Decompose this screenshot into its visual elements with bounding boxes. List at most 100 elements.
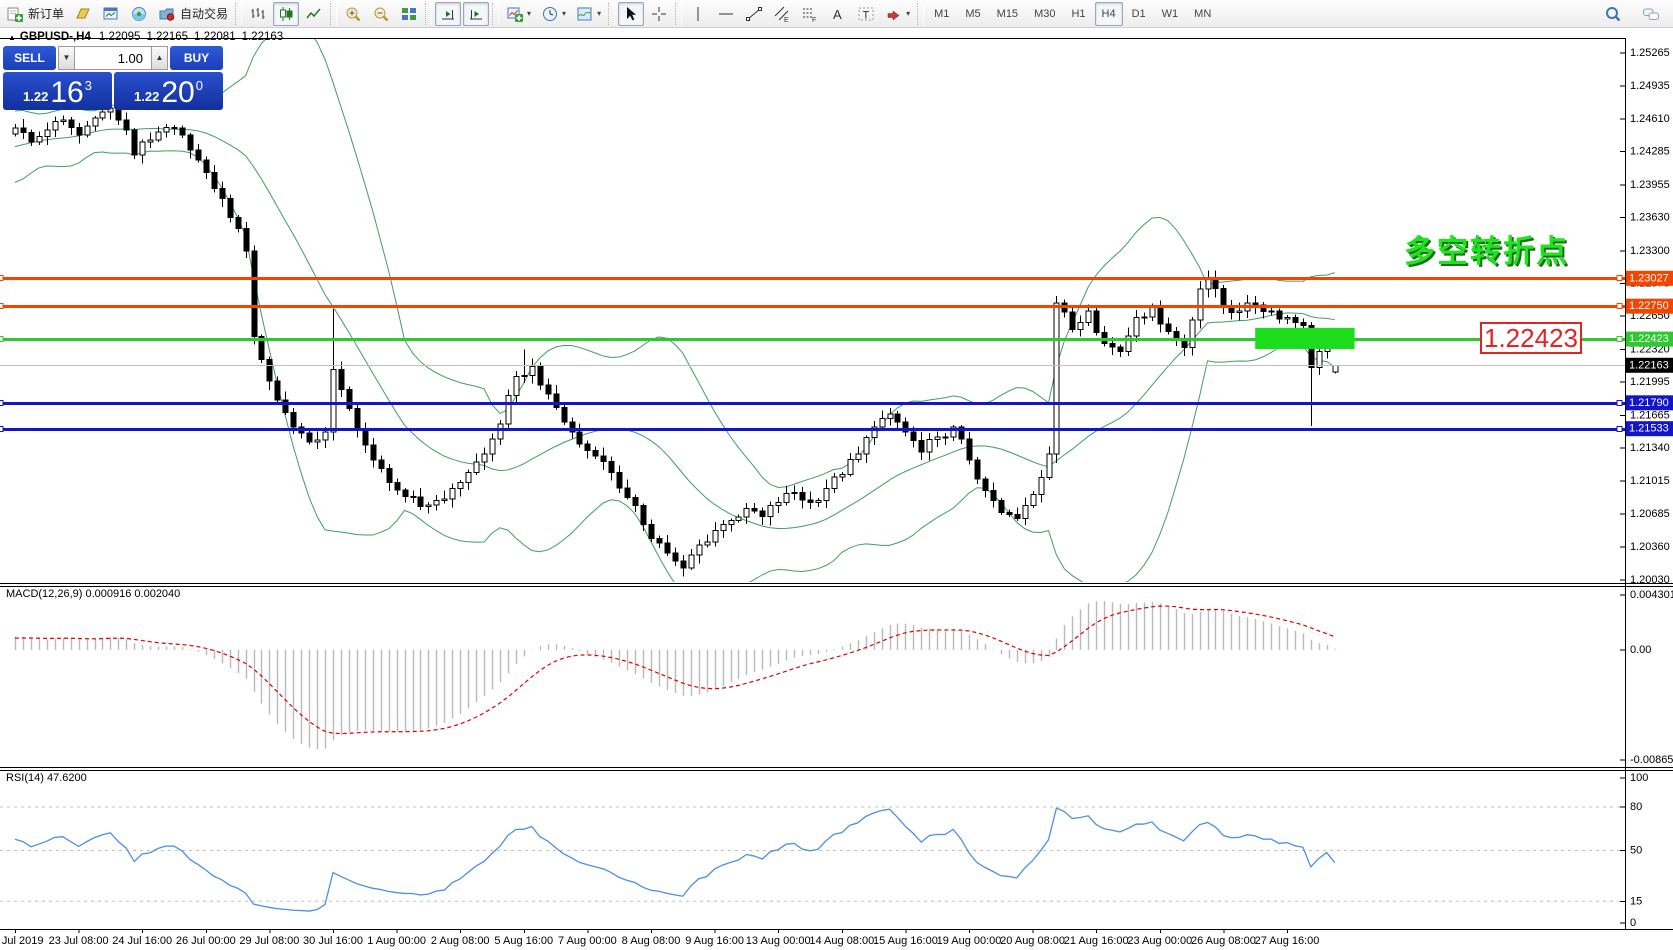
time-axis-label: 7 Aug 00:00 <box>558 935 617 947</box>
fibonacci-button[interactable]: F <box>797 2 823 26</box>
bar-chart-button[interactable] <box>245 2 271 26</box>
zoom-out-icon <box>374 7 389 21</box>
time-axis-label: 21 Aug 16:00 <box>1064 935 1129 947</box>
label-button[interactable]: T <box>853 2 879 26</box>
buy-price-panel[interactable]: 1.22 20 0 <box>114 72 223 110</box>
ohlc-high: 1.22165 <box>146 31 189 43</box>
cursor-button[interactable] <box>618 1 645 26</box>
timeframe-mn-button[interactable]: MN <box>1194 7 1212 20</box>
sell-price-big: 16 <box>50 76 84 109</box>
label-icon: T <box>858 7 874 21</box>
collapse-marker-icon[interactable]: ▲ <box>8 33 16 42</box>
cursor-icon <box>627 6 637 20</box>
horizontal-lines[interactable] <box>0 275 1625 432</box>
sell-button[interactable]: SELL <box>3 46 56 70</box>
clock-icon <box>543 6 558 21</box>
indicators-button[interactable]: ▾ <box>502 2 535 26</box>
vline-icon <box>697 6 699 21</box>
price-axis: 1.25265 1.24935 1.24610 1.24285 1.23955 1.236… <box>1620 47 1673 586</box>
fibonacci-icon: F <box>803 8 816 23</box>
time-axis-label: 1 Aug 00:00 <box>367 935 426 947</box>
chart-shift-button[interactable] <box>463 1 490 26</box>
buy-button[interactable]: BUY <box>170 46 223 70</box>
svg-text:T: T <box>863 9 870 21</box>
buy-price-big: 20 <box>161 76 195 109</box>
timeframe-m5-button[interactable]: M5 <box>965 7 981 20</box>
price-badge-label: 1.22750 <box>1629 300 1669 312</box>
sell-price-sup: 3 <box>84 78 92 93</box>
candlestick-icon <box>280 6 293 21</box>
volume-decrease-button[interactable]: ▼ <box>58 46 75 70</box>
timeframe-w1-button[interactable]: W1 <box>1161 7 1179 20</box>
line-chart-button[interactable] <box>301 2 327 26</box>
channel-icon: E <box>774 6 789 23</box>
rsi-panel <box>0 806 1625 912</box>
chat-button[interactable] <box>1638 2 1664 26</box>
time-axis-label: 26 Jul 00:00 <box>176 935 236 947</box>
zoom-in-button[interactable] <box>340 2 366 26</box>
text-button[interactable]: A <box>825 2 851 26</box>
zoom-in-icon <box>346 7 361 21</box>
arrows-icon <box>887 10 900 20</box>
time-axis-label: 19 Aug 00:00 <box>937 935 1002 947</box>
bollinger-bands <box>14 39 1335 582</box>
price-badge-label: 1.21533 <box>1629 423 1669 435</box>
trendline-button[interactable] <box>741 2 767 26</box>
periods-button[interactable]: ▾ <box>537 2 570 26</box>
timeframe-m1-button[interactable]: M1 <box>934 7 950 20</box>
candlestick-button[interactable] <box>273 1 300 26</box>
timeframe-m15-button[interactable]: M15 <box>996 7 1019 20</box>
volume-increase-button[interactable]: ▲ <box>151 46 168 70</box>
ohlc-low: 1.22081 <box>194 31 236 43</box>
timeframe-h1-button[interactable]: H1 <box>1071 7 1086 20</box>
price-badge <box>1626 331 1673 347</box>
zoom-out-button[interactable] <box>368 2 394 26</box>
rsi-indicator-label: RSI(14) 47.6200 <box>6 772 87 784</box>
svg-text:E: E <box>784 17 789 23</box>
templates-button[interactable]: ▾ <box>572 2 605 26</box>
bar-chart-icon <box>251 7 265 19</box>
arrows-button[interactable]: ▾ <box>881 2 914 26</box>
search-button[interactable] <box>1600 2 1626 26</box>
volume-input[interactable] <box>75 46 151 70</box>
time-axis-label: 22 Jul 2019 <box>0 935 43 947</box>
toolbar-separator <box>608 2 616 25</box>
price-callout-box[interactable]: 1.22423 <box>1480 322 1582 354</box>
auto-scroll-button[interactable] <box>435 1 462 26</box>
new-order-button[interactable]: 新订单 <box>2 2 68 26</box>
timeframe-d1-button[interactable]: D1 <box>1131 7 1146 20</box>
time-axis-label: 5 Aug 16:00 <box>494 935 553 947</box>
time-axis-label: 13 Aug 00:00 <box>746 935 811 947</box>
horizontal-line-button[interactable] <box>713 2 739 26</box>
timeframe-h4-button[interactable]: H4 <box>1094 1 1123 26</box>
channel-button[interactable]: E <box>769 2 795 26</box>
market-watch-button[interactable] <box>126 2 152 26</box>
price-badge <box>1626 298 1673 314</box>
macd-indicator-label: MACD(12,26,9) 0.000916 0.002040 <box>6 588 181 600</box>
time-axis-label: 8 Aug 08:00 <box>622 935 681 947</box>
new-chart-button[interactable] <box>98 2 124 26</box>
template-icon <box>577 7 592 20</box>
price-axis-label: 1.21340 <box>1630 442 1670 454</box>
price-axis-label: 1.21995 <box>1630 376 1670 388</box>
highlight-rectangle[interactable] <box>1255 327 1355 349</box>
toolbar: 新订单 自动交易 ▾ ▾ ▾ E F A T ▾ M1 M5 M15 M30 H1 H4 D1 W1 MN <box>0 0 1673 28</box>
autotrading-icon <box>159 8 175 21</box>
toolbar-right-group <box>1599 2 1665 26</box>
autotrading-button[interactable]: 自动交易 <box>154 2 232 26</box>
tile-windows-button[interactable] <box>396 2 422 26</box>
timeframe-m30-button[interactable]: M30 <box>1034 7 1056 20</box>
crosshair-button[interactable] <box>646 2 672 26</box>
profile-button[interactable] <box>70 2 96 26</box>
time-axis-label: 23 Jul 08:00 <box>49 935 109 947</box>
ohlc-close: 1.22163 <box>241 31 284 43</box>
toolbar-separator <box>492 2 500 25</box>
chevron-down-icon: ▾ <box>527 9 532 18</box>
sell-price-panel[interactable]: 1.22 16 3 <box>3 72 112 110</box>
vertical-line-button[interactable] <box>685 2 711 26</box>
chat-icon <box>1643 8 1659 20</box>
turning-point-annotation[interactable]: 多空转折点 <box>1404 234 1569 269</box>
